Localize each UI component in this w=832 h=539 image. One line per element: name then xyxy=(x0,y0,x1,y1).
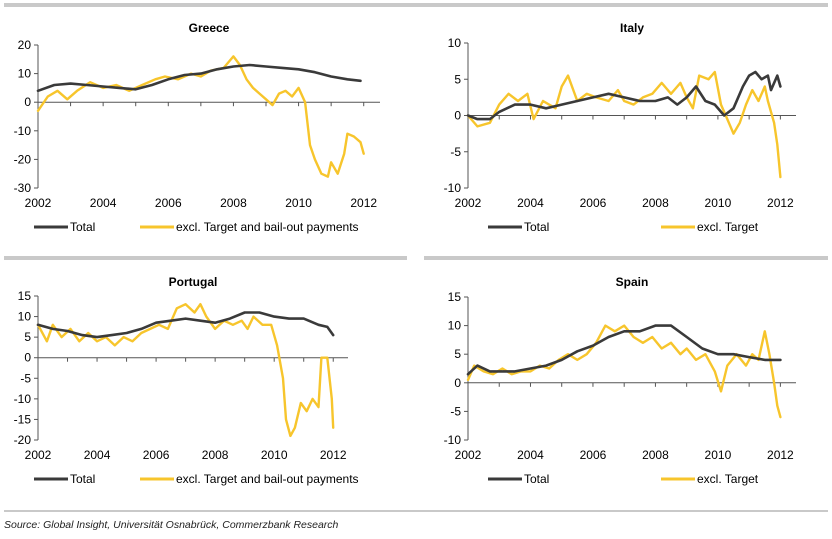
chart-greece: Greece -30 -20 -10 0 10 20 2002 2004 2006 2008 2010… xyxy=(14,21,380,234)
y-tick-label: 5 xyxy=(454,347,461,361)
y-tick-label: 10 xyxy=(448,36,462,50)
x-tick-label: 2012 xyxy=(767,196,794,210)
y-tick-label: 10 xyxy=(18,310,32,324)
x-tick-label: 2010 xyxy=(705,196,732,210)
series-line-total xyxy=(466,70,782,121)
x-tick-label: 2004 xyxy=(517,196,544,210)
y-tick-label: 5 xyxy=(454,72,461,86)
y-tick-label: -10 xyxy=(14,124,32,138)
y-tick-label: 0 xyxy=(24,95,31,109)
chart-title: Italy xyxy=(620,21,644,35)
y-tick-label: 5 xyxy=(24,330,31,344)
y-tick-label: 10 xyxy=(448,319,462,333)
y-tick-label: -5 xyxy=(20,371,31,385)
y-tick-label: 15 xyxy=(18,289,32,303)
y-tick-label: 20 xyxy=(18,38,32,52)
x-tick-label: 2008 xyxy=(202,448,229,462)
source-note: Source: Global Insight, Universität Osna… xyxy=(4,519,339,531)
chart-title: Greece xyxy=(189,21,230,35)
series-line-excl xyxy=(36,303,335,438)
legend-label-excl: excl. Target and bail-out payments xyxy=(176,472,359,486)
y-tick-label: -5 xyxy=(450,145,461,159)
x-tick-label: 2006 xyxy=(580,196,607,210)
legend-label-total: Total xyxy=(70,472,95,486)
x-tick-label: 2012 xyxy=(767,448,794,462)
legend-label-excl: excl. Target and bail-out payments xyxy=(176,220,359,234)
x-tick-label: 2006 xyxy=(143,448,170,462)
middle-divider-right xyxy=(424,256,828,260)
chart-title: Spain xyxy=(616,275,649,289)
x-tick-label: 2010 xyxy=(261,448,288,462)
x-tick-label: 2012 xyxy=(320,448,347,462)
legend-label-total: Total xyxy=(70,220,95,234)
chart-spain: Spain -10 -5 0 5 10 15 2002 2004 2006 2008 2010 2012… xyxy=(444,275,796,486)
chart-italy: Italy -10 -5 0 5 10 2002 2004 2006 2008 2010 2012 To… xyxy=(444,21,796,234)
legend-label-total: Total xyxy=(524,220,549,234)
series-line-total xyxy=(36,63,362,93)
x-tick-label: 2008 xyxy=(220,196,247,210)
legend-label-excl: excl. Target xyxy=(697,472,759,486)
legend-label-total: Total xyxy=(524,472,549,486)
x-tick-label: 2002 xyxy=(25,448,52,462)
bottom-divider xyxy=(4,510,828,512)
y-tick-label: -10 xyxy=(444,433,462,447)
x-tick-label: 2002 xyxy=(455,448,482,462)
y-tick-label: 0 xyxy=(454,109,461,123)
series-line-excl xyxy=(466,70,782,179)
y-tick-label: -30 xyxy=(14,181,32,195)
x-tick-label: 2004 xyxy=(90,196,117,210)
y-tick-label: 15 xyxy=(448,290,462,304)
y-tick-label: -20 xyxy=(14,433,32,447)
y-tick-label: -10 xyxy=(14,392,32,406)
y-tick-label: 10 xyxy=(18,67,32,81)
x-tick-label: 2008 xyxy=(642,448,669,462)
chart-portugal: Portugal -20 -15 -10 -5 0 5 10 15 2002 2004 2006 200… xyxy=(14,275,359,486)
x-tick-label: 2004 xyxy=(84,448,111,462)
legend-label-excl: excl. Target xyxy=(697,220,759,234)
x-tick-label: 2012 xyxy=(350,196,377,210)
x-tick-label: 2008 xyxy=(642,196,669,210)
top-divider xyxy=(4,3,828,7)
y-tick-label: -15 xyxy=(14,412,32,426)
series-line-total xyxy=(466,324,782,376)
x-tick-label: 2010 xyxy=(285,196,312,210)
series-line-total xyxy=(36,311,335,339)
x-tick-label: 2006 xyxy=(155,196,182,210)
middle-divider-left xyxy=(4,256,407,260)
x-tick-label: 2004 xyxy=(517,448,544,462)
y-tick-label: 0 xyxy=(24,351,31,365)
x-tick-label: 2002 xyxy=(455,196,482,210)
x-tick-label: 2006 xyxy=(580,448,607,462)
x-tick-label: 2002 xyxy=(25,196,52,210)
y-tick-label: -5 xyxy=(450,404,461,418)
y-tick-label: -20 xyxy=(14,152,32,166)
x-tick-label: 2010 xyxy=(705,448,732,462)
chart-title: Portugal xyxy=(169,275,218,289)
y-tick-label: -10 xyxy=(444,181,462,195)
y-tick-label: 0 xyxy=(454,376,461,390)
